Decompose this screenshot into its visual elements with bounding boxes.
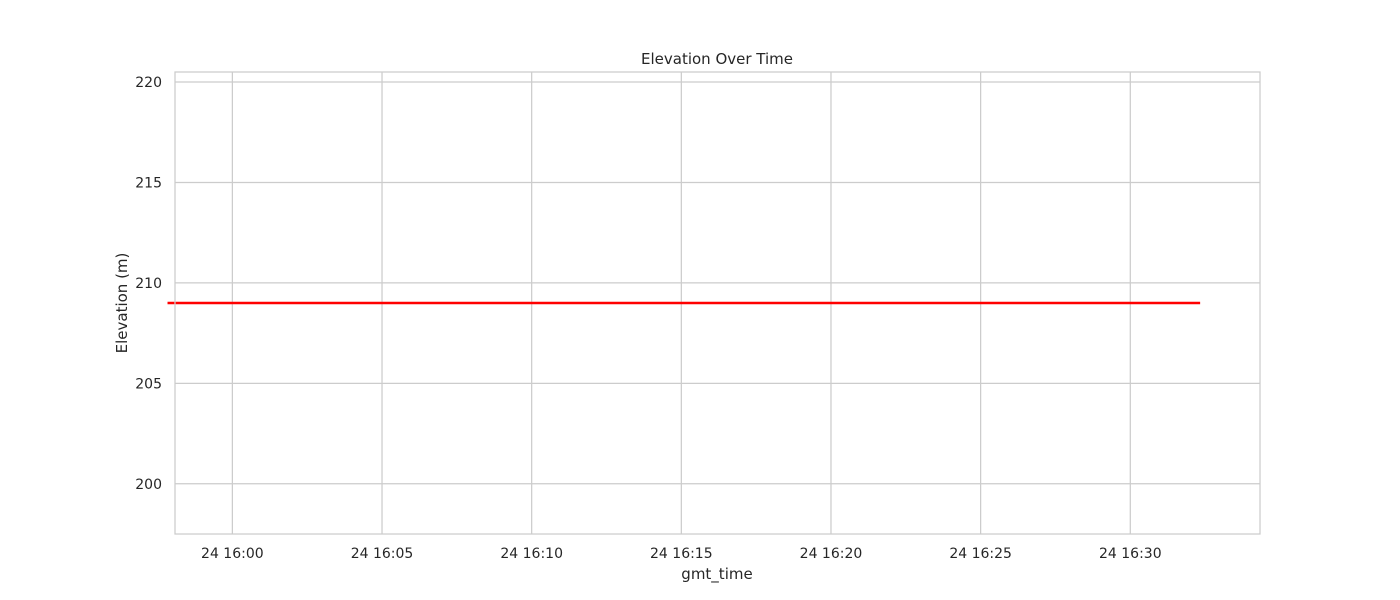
y-tick-label: 210 (135, 276, 162, 292)
y-tick-label: 220 (135, 75, 162, 91)
x-tick-label: 24 16:25 (949, 546, 1012, 562)
x-tick-label: 24 16:30 (1099, 546, 1162, 562)
y-tick-label: 200 (135, 477, 162, 493)
y-tick-label: 205 (135, 376, 162, 392)
plot-frame (174, 71, 1261, 535)
x-axis-ticks: 24 16:00 24 16:05 24 16:10 24 16:15 24 16:20… (201, 546, 1162, 562)
y-axis-label: Elevation (m) (113, 253, 131, 354)
x-tick-label: 24 16:15 (650, 546, 713, 562)
x-axis-label: gmt_time (681, 565, 752, 584)
x-tick-label: 24 16:00 (201, 546, 264, 562)
chart-title: Elevation Over Time (641, 50, 793, 68)
y-axis-ticks: 200 205 210 215 220 (135, 75, 162, 493)
y-tick-label: 215 (135, 175, 162, 191)
x-tick-label: 24 16:20 (800, 546, 863, 562)
x-tick-label: 24 16:10 (500, 546, 563, 562)
x-tick-label: 24 16:05 (351, 546, 414, 562)
